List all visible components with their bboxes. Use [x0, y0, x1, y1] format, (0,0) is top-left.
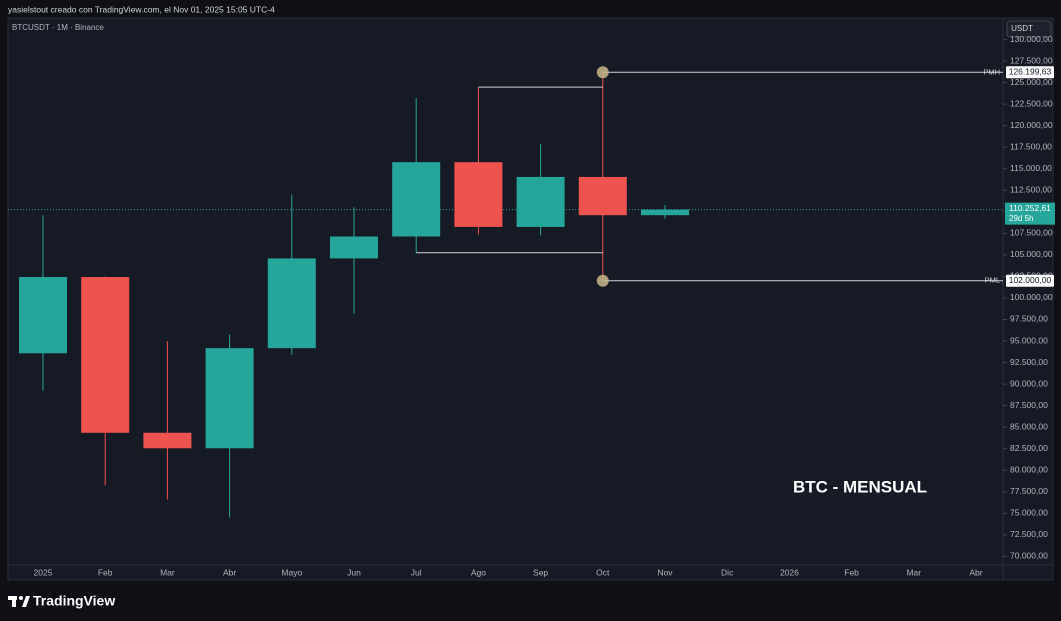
- y-tick-label: 72.500,00: [1010, 529, 1048, 539]
- y-tick-label: 130.000,00: [1010, 34, 1053, 44]
- candle-body: [641, 209, 689, 216]
- unit-label[interactable]: USDT: [1011, 24, 1033, 33]
- x-tick-label: Mar: [160, 567, 175, 577]
- brand-logo: [8, 596, 30, 607]
- candle-body: [267, 258, 316, 349]
- y-tick-label: 105.000,00: [1010, 249, 1053, 259]
- candle-body: [578, 176, 627, 216]
- y-tick-label: 95.000,00: [1010, 335, 1048, 345]
- x-tick-label: Sep: [533, 567, 548, 577]
- countdown-label: 29d 5h: [1009, 214, 1033, 223]
- y-tick-label: 117.500,00: [1010, 141, 1052, 151]
- candle-body: [81, 277, 130, 433]
- level-marker: [596, 66, 609, 79]
- candle-body: [516, 176, 565, 227]
- chart-pane: [7, 17, 1054, 581]
- level-name: PML: [985, 276, 1000, 285]
- x-tick-label: Oct: [596, 567, 610, 577]
- y-tick-label: 112.500,00: [1010, 185, 1052, 195]
- y-tick-label: 82.500,00: [1010, 443, 1048, 453]
- y-tick-label: 125.000,00: [1010, 77, 1053, 87]
- y-tick-label: 87.500,00: [1010, 400, 1048, 410]
- candle-body: [205, 348, 254, 449]
- y-tick-label: 107.500,00: [1010, 228, 1053, 238]
- y-tick-label: 75.000,00: [1010, 508, 1048, 518]
- x-tick-label: Mayo: [281, 567, 302, 577]
- y-tick-label: 115.000,00: [1010, 163, 1052, 173]
- x-tick-label: Dic: [721, 567, 734, 577]
- candle-body: [454, 162, 503, 227]
- y-tick-label: 70.000,00: [1010, 551, 1048, 561]
- x-tick-label: Nov: [657, 567, 673, 577]
- x-tick-label: Feb: [98, 567, 113, 577]
- level-marker: [596, 274, 609, 287]
- logo-part: [12, 596, 16, 607]
- y-tick-label: 120.000,00: [1010, 120, 1053, 130]
- brand: TradingView: [33, 593, 115, 609]
- y-tick-label: 80.000,00: [1010, 464, 1048, 474]
- symbol: BTCUSDT · 1M · Binance: [12, 23, 104, 32]
- level-name: PMH: [983, 67, 1000, 76]
- level-label-box: [1006, 274, 1054, 287]
- last-price-label: 110.252,61: [1009, 203, 1051, 213]
- last-price-box: [1005, 202, 1055, 225]
- level-value-label: 126.199,63: [1009, 67, 1052, 77]
- x-tick-label: Abr: [969, 567, 982, 577]
- y-tick-label: 127.500,00: [1010, 55, 1053, 65]
- chart-title: BTC - MENSUAL: [793, 477, 927, 496]
- x-tick-label: Mar: [906, 567, 921, 577]
- level-value-label: 102.000,00: [1009, 275, 1052, 285]
- x-tick-label: Jun: [347, 567, 361, 577]
- y-tick-label: 97.500,00: [1010, 314, 1048, 324]
- x-tick-label: Abr: [223, 567, 236, 577]
- candle-body: [19, 277, 67, 354]
- y-tick-label: 92.500,00: [1010, 357, 1048, 367]
- y-tick-label: 90.000,00: [1010, 378, 1048, 388]
- y-tick-label: 100.000,00: [1010, 292, 1053, 302]
- y-tick-label: 122.500,00: [1010, 98, 1053, 108]
- unit-button[interactable]: [1006, 20, 1052, 38]
- y-tick-label: 77.500,00: [1010, 486, 1048, 496]
- logo-part: [19, 596, 23, 600]
- y-tick-label: 85.000,00: [1010, 421, 1048, 431]
- candle-body: [143, 432, 192, 449]
- x-tick-label: Ago: [471, 567, 486, 577]
- candle-body: [330, 236, 378, 259]
- x-tick-label: 2025: [34, 567, 53, 577]
- x-tick-label: Feb: [844, 567, 859, 577]
- caption: yasielstout creado con TradingView.com, …: [8, 4, 275, 14]
- level-label-box: [1006, 66, 1054, 79]
- x-tick-label: Jul: [411, 567, 422, 577]
- logo-part: [22, 596, 30, 607]
- candle-body: [392, 162, 441, 237]
- x-tick-label: 2026: [780, 567, 799, 577]
